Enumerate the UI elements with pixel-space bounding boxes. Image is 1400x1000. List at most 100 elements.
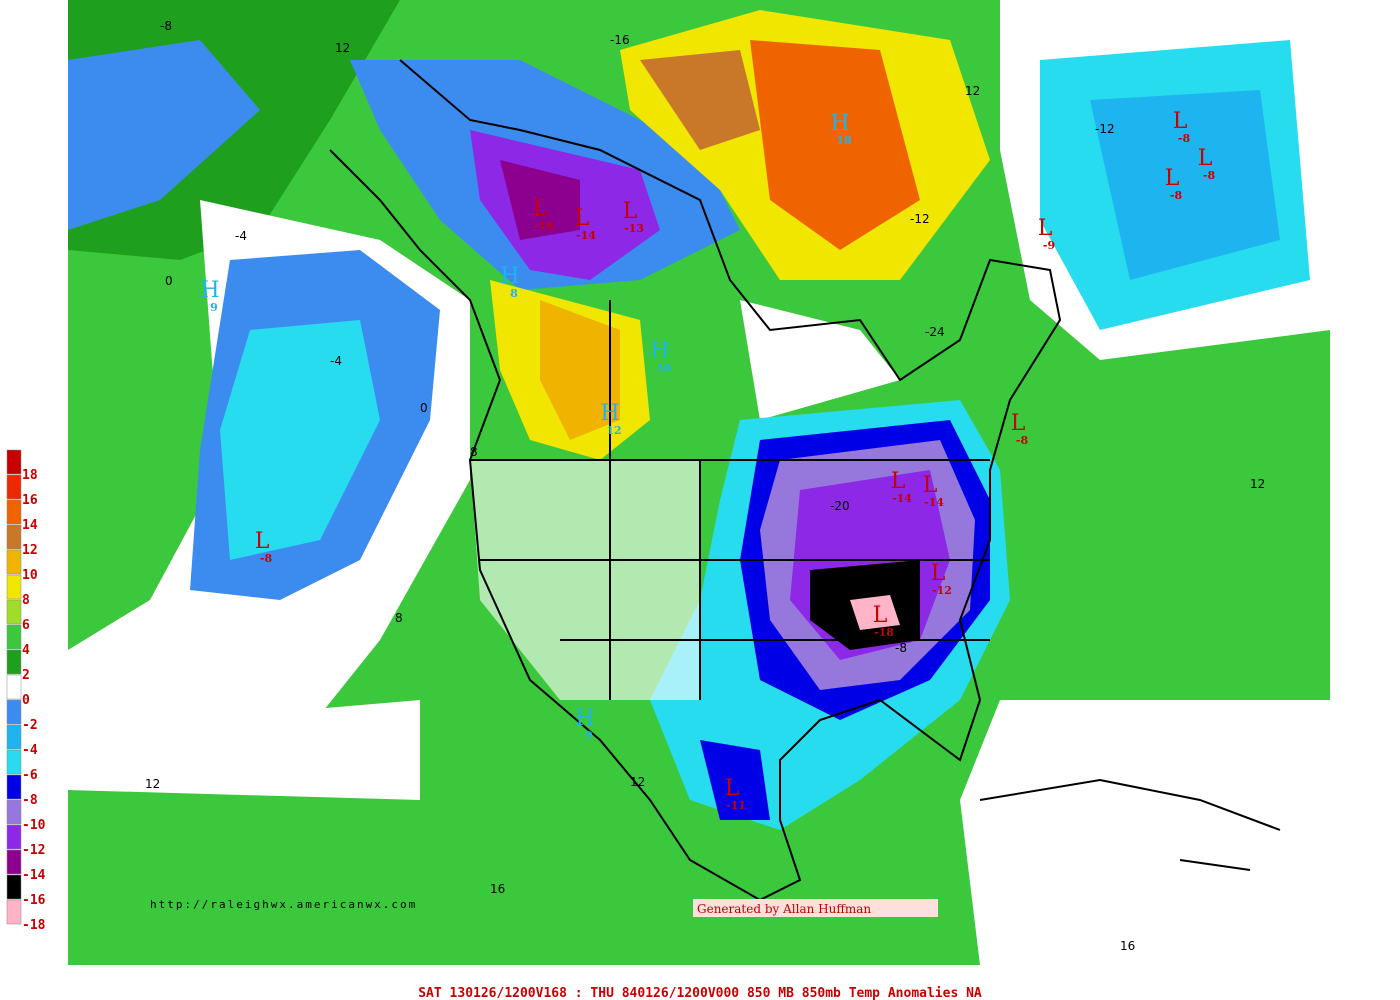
center-letter: L: [1038, 216, 1053, 241]
legend-swatch: [6, 824, 22, 850]
legend-label: 0: [22, 693, 30, 708]
center-value: 8: [510, 287, 518, 300]
center-value: -8: [260, 552, 273, 565]
center-value: 9: [585, 729, 593, 742]
contour-label: -8: [895, 641, 907, 655]
contour-label: 0: [165, 274, 173, 288]
center-letter: H: [200, 278, 219, 303]
legend-label: -16: [22, 893, 46, 908]
legend-swatch: [6, 474, 22, 500]
center-value: -8: [1178, 132, 1191, 145]
contour-label: 16: [1120, 939, 1135, 953]
contour-label: 12: [145, 777, 160, 791]
center-value: -13: [624, 222, 644, 235]
center-letter: H: [600, 401, 619, 426]
legend-swatch: [6, 524, 22, 550]
center-letter: L: [1173, 109, 1188, 134]
contour-label: -24: [925, 325, 945, 339]
anomaly-fields: [68, 0, 1330, 965]
contour-label: -4: [235, 229, 247, 243]
center-value: -14: [924, 496, 944, 509]
legend-label: 8: [22, 593, 30, 608]
center-letter: L: [1165, 166, 1180, 191]
legend-label: 16: [22, 493, 38, 508]
center-value: -8: [1170, 189, 1183, 202]
contour-labels: -8 12 -16 -4 0 -4 8 0 12 -12 -12 12 -20 -8 16 12 12 16 8 -2…: [145, 19, 1265, 953]
center-letter: L: [725, 776, 740, 801]
legend-swatch: [6, 774, 22, 800]
legend-label: -2: [22, 718, 38, 733]
center-value: -8: [1016, 434, 1029, 447]
contour-label: -8: [160, 19, 172, 33]
center-letter: L: [623, 199, 638, 224]
center-letter: H: [830, 111, 849, 136]
contour-label: 12: [1250, 477, 1265, 491]
center-letter: L: [255, 529, 270, 554]
url: http://raleighwx.americanwx.com: [150, 898, 417, 911]
legend-swatch: [6, 599, 22, 625]
contour-label: 8: [395, 611, 403, 625]
center-letter: L: [533, 196, 548, 221]
center-value: -14: [576, 229, 596, 242]
center-letter: H: [500, 264, 519, 289]
contour-label: 12: [630, 775, 645, 789]
center-letter: L: [931, 561, 946, 586]
center-letter: H: [575, 706, 594, 731]
legend-swatch: [6, 899, 22, 925]
legend-swatch: [6, 674, 22, 700]
legend: 18 16 14 12 10 8 6 4 2 0 -2 -4 -6 -8 -10 -12 -14 -16 -18: [6, 449, 46, 933]
legend-label: 2: [22, 668, 30, 683]
center-letter: L: [873, 603, 888, 628]
legend-label: -6: [22, 768, 38, 783]
legend-swatch: [6, 724, 22, 750]
legend-label: -10: [22, 818, 46, 833]
legend-swatch: [6, 699, 22, 725]
legend-swatch: [6, 574, 22, 600]
center-value: -14: [892, 492, 912, 505]
center-letter: L: [923, 473, 938, 498]
center-value: 10: [656, 362, 672, 375]
center-value: -9: [1043, 239, 1055, 252]
legend-swatch: [6, 549, 22, 575]
legend-label: -18: [22, 918, 46, 933]
center-value: -18: [874, 626, 894, 639]
legend-swatch: [6, 799, 22, 825]
center-letter: H: [650, 339, 669, 364]
contour-label: 8: [470, 445, 478, 459]
center-value: -16: [534, 219, 554, 232]
center-value: 18: [836, 134, 852, 147]
center-value: 12: [606, 424, 621, 437]
legend-label: 10: [22, 568, 38, 583]
legend-swatch: [6, 874, 22, 900]
coastlines: [329, 59, 1281, 902]
legend-swatch: [6, 624, 22, 650]
center-value: -11: [726, 799, 746, 812]
legend-label: 6: [22, 618, 30, 633]
contour-label: -16: [610, 33, 630, 47]
contour-label: -12: [910, 212, 930, 226]
legend-label: 4: [22, 643, 30, 658]
center-letter: L: [575, 206, 590, 231]
contour-label: -4: [330, 354, 342, 368]
legend-swatch: [6, 749, 22, 775]
legend-label: 18: [22, 468, 38, 483]
legend-label: 12: [22, 543, 38, 558]
center-letter: L: [1198, 146, 1213, 171]
center-letter: L: [1011, 411, 1026, 436]
center-value: -12: [932, 584, 952, 597]
contour-label: -12: [1095, 122, 1115, 136]
legend-label: 14: [22, 518, 38, 533]
legend-label: -12: [22, 843, 45, 858]
legend-label: -4: [22, 743, 38, 758]
contour-label: 12: [335, 41, 350, 55]
footer: SAT 130126/1200V168 : THU 840126/1200V00…: [418, 986, 982, 1000]
center-letter: L: [891, 469, 906, 494]
legend-label: -8: [22, 793, 38, 808]
credit: Generated by Allan Huffman: [697, 902, 871, 916]
legend-swatch: [6, 649, 22, 675]
center-value: 9: [210, 301, 218, 314]
contour-label: -20: [830, 499, 850, 513]
credit-box: [693, 899, 938, 917]
legend-label: -14: [22, 868, 46, 883]
